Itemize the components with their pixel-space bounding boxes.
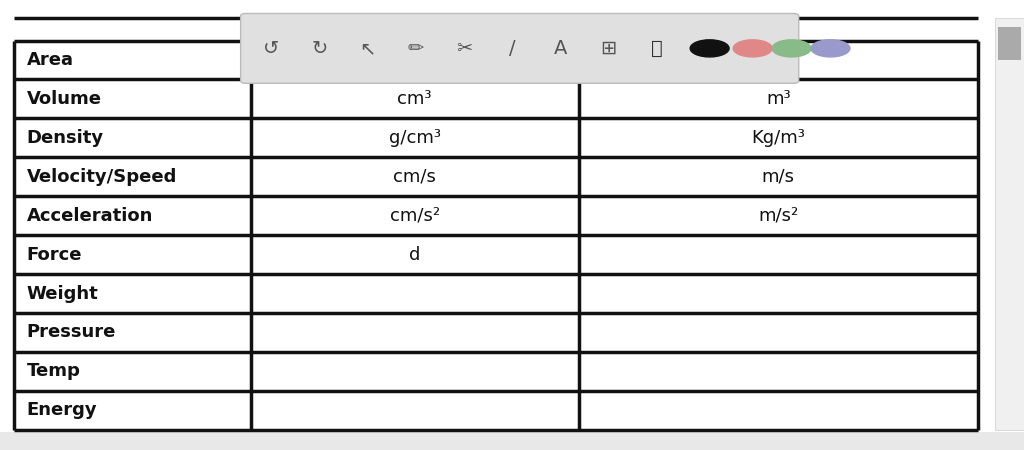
- Text: m/s²: m/s²: [758, 207, 799, 225]
- Text: /: /: [509, 39, 515, 58]
- Text: Energy: Energy: [27, 401, 97, 419]
- Text: ↻: ↻: [311, 39, 328, 58]
- Text: g/cm³: g/cm³: [389, 129, 440, 147]
- Text: 🖼: 🖼: [650, 39, 663, 58]
- Text: m³: m³: [766, 90, 791, 108]
- Text: A: A: [553, 39, 567, 58]
- Text: ↺: ↺: [263, 39, 280, 58]
- Bar: [995, 18, 1024, 430]
- Text: cm³: cm³: [397, 90, 432, 108]
- Text: Area: Area: [27, 51, 74, 69]
- Text: Force: Force: [27, 246, 82, 264]
- Text: Temp: Temp: [27, 362, 81, 380]
- Text: Pressure: Pressure: [27, 324, 116, 342]
- Text: ✂: ✂: [456, 39, 472, 58]
- Text: Density: Density: [27, 129, 103, 147]
- Text: cm/s: cm/s: [393, 168, 436, 186]
- Text: Kg/m³: Kg/m³: [752, 129, 805, 147]
- Text: d: d: [409, 246, 421, 264]
- Text: cm/s²: cm/s²: [390, 207, 439, 225]
- Text: Velocity/Speed: Velocity/Speed: [27, 168, 177, 186]
- Text: Weight: Weight: [27, 284, 98, 302]
- Text: Acceleration: Acceleration: [27, 207, 153, 225]
- Text: Volume: Volume: [27, 90, 101, 108]
- Text: ⊞: ⊞: [600, 39, 616, 58]
- Text: ↖: ↖: [359, 39, 376, 58]
- Circle shape: [690, 40, 729, 57]
- Circle shape: [772, 40, 811, 57]
- Circle shape: [811, 40, 850, 57]
- FancyBboxPatch shape: [241, 14, 799, 83]
- Bar: [998, 27, 1021, 60]
- Bar: [0, 432, 1024, 450]
- Text: m/s: m/s: [762, 168, 795, 186]
- Text: ✏: ✏: [408, 39, 424, 58]
- Circle shape: [733, 40, 772, 57]
